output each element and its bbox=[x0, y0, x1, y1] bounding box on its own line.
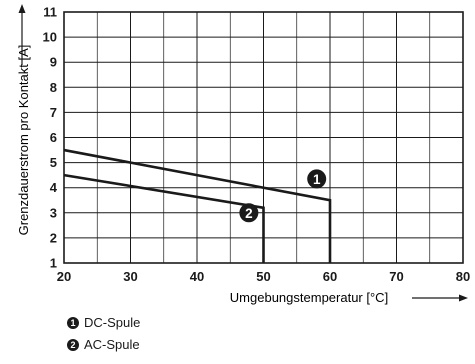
y-tick-label: 9 bbox=[50, 55, 57, 70]
legend-label-dc: DC-Spule bbox=[84, 315, 141, 330]
series-marker-1 bbox=[307, 169, 327, 189]
legend-marker-1: 1 bbox=[67, 317, 79, 329]
series-line-1 bbox=[63, 148, 332, 263]
x-tick-label: 70 bbox=[389, 269, 403, 284]
x-axis-label: Umgebungstemperatur [°C] bbox=[230, 290, 388, 305]
series-marker-2 bbox=[239, 203, 259, 223]
y-tick-label: 5 bbox=[50, 155, 57, 170]
x-tick-label: 40 bbox=[190, 269, 204, 284]
series-markers: 12 bbox=[239, 169, 327, 223]
series-line-2 bbox=[63, 173, 265, 263]
x-tick-label: 80 bbox=[456, 269, 470, 284]
x-tick-label: 60 bbox=[323, 269, 337, 284]
x-axis-arrow-head bbox=[459, 294, 468, 302]
series-marker-label-2: 2 bbox=[245, 206, 253, 221]
series-layer bbox=[63, 148, 332, 263]
y-tick-label: 11 bbox=[43, 5, 57, 20]
y-tick-label: 7 bbox=[50, 105, 57, 120]
legend-item-dc: 1 DC-Spule bbox=[67, 315, 140, 331]
y-tick-label: 6 bbox=[50, 130, 57, 145]
y-tick-label: 3 bbox=[50, 205, 57, 220]
y-axis-label: Grenzdauerstrom pro Kontakt [A] bbox=[16, 45, 31, 236]
y-axis-arrow-head bbox=[18, 4, 26, 13]
y-tick-label: 1 bbox=[50, 256, 57, 271]
grid bbox=[63, 11, 464, 264]
axis-labels: Grenzdauerstrom pro Kontakt [A] Umgebung… bbox=[16, 4, 468, 305]
y-tick-label: 4 bbox=[50, 180, 58, 195]
x-tick-label: 50 bbox=[256, 269, 270, 284]
legend-marker-2: 2 bbox=[67, 339, 79, 351]
y-tick-label: 8 bbox=[50, 80, 57, 95]
y-tick-label: 2 bbox=[50, 230, 57, 245]
y-tick-label: 10 bbox=[43, 30, 57, 45]
legend-label-ac: AC-Spule bbox=[84, 337, 140, 352]
x-tick-label: 30 bbox=[123, 269, 137, 284]
legend-item-ac: 2 AC-Spule bbox=[67, 337, 140, 353]
series-marker-label-1: 1 bbox=[313, 172, 321, 187]
x-tick-label: 20 bbox=[57, 269, 71, 284]
